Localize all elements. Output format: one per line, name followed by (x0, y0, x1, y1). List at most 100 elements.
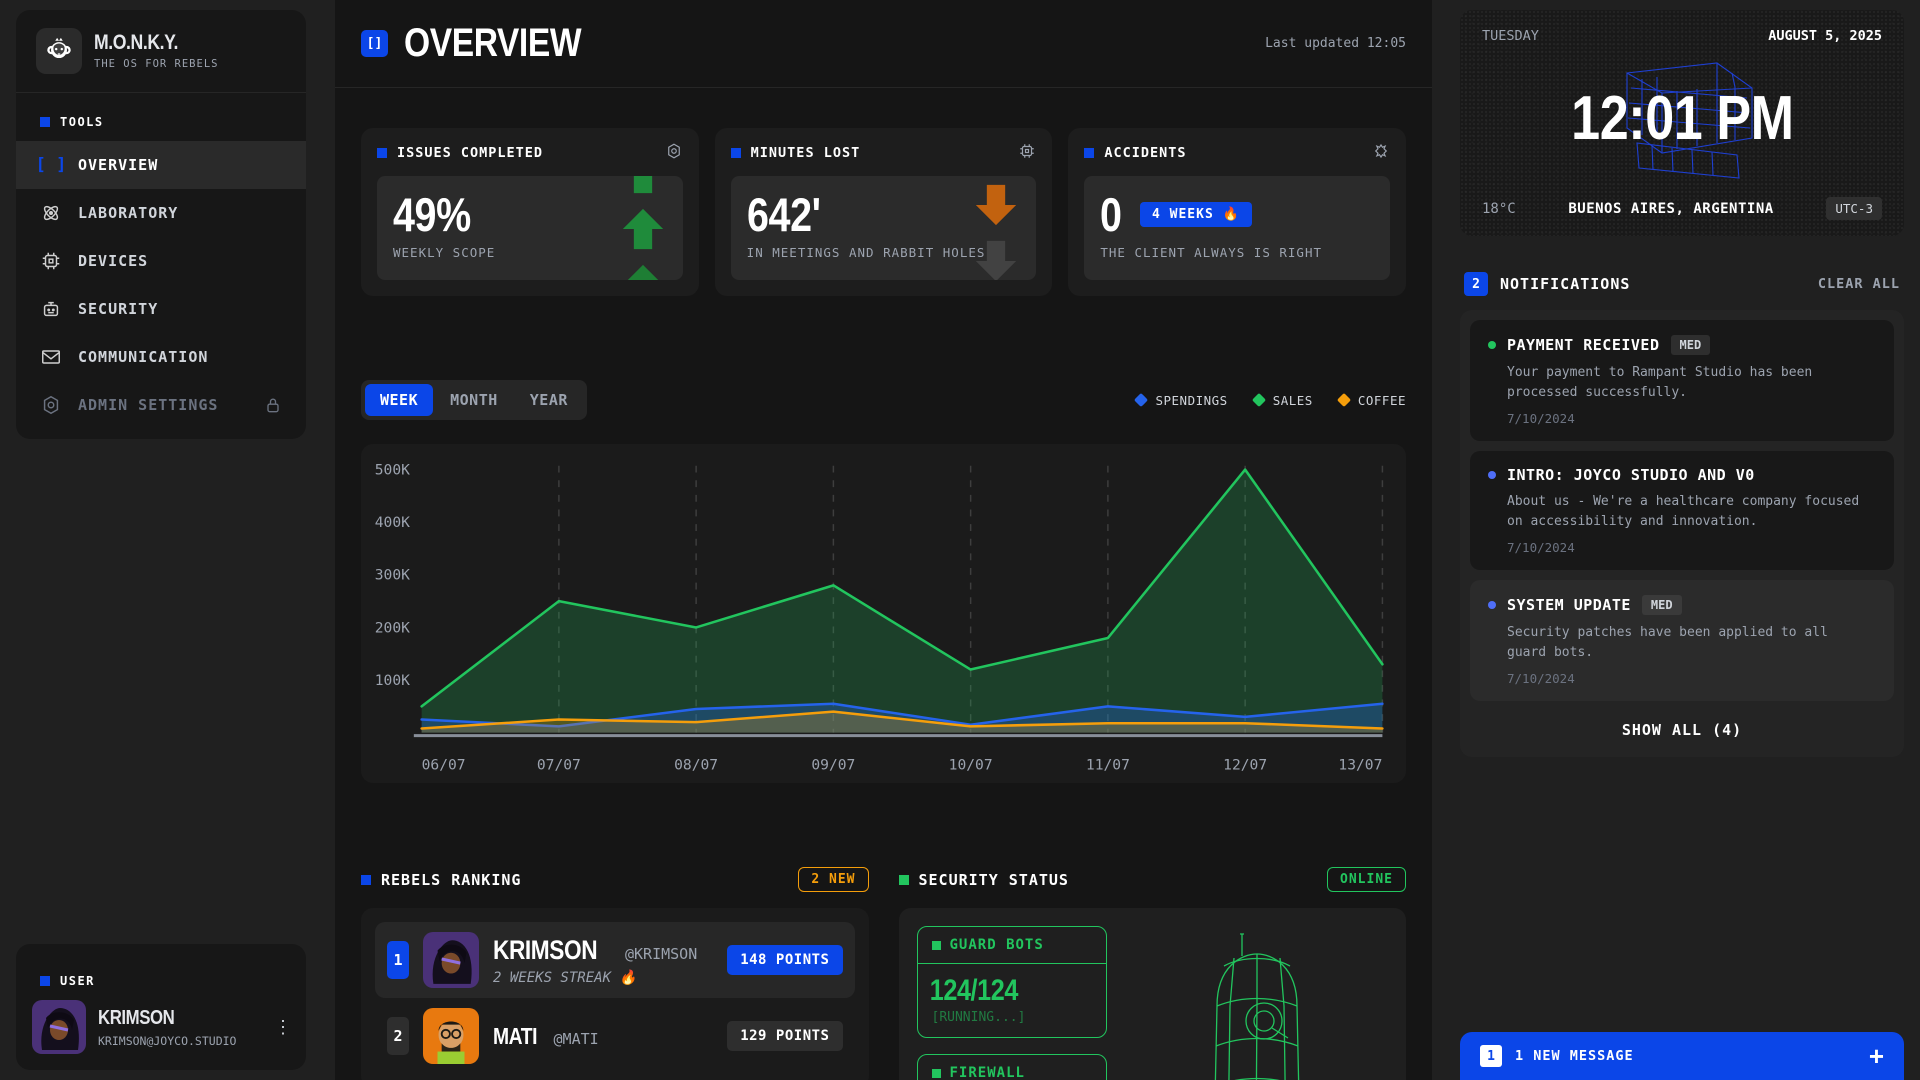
sidebar-item-admin-settings: ADMIN SETTINGS (16, 381, 306, 429)
streak-badge: 4 WEEKS 🔥 (1139, 202, 1252, 228)
blue-square-icon (730, 148, 741, 158)
svg-text:500K: 500K (375, 461, 410, 478)
green-square-icon (931, 940, 941, 950)
svg-text:07/07: 07/07 (537, 757, 581, 774)
status-dot-icon (1488, 471, 1496, 479)
notification-intro[interactable]: INTRO: JOYCO STUDIO AND V0 About us - We… (1470, 451, 1894, 570)
sidebar-item-communication[interactable]: COMMUNICATION (16, 333, 306, 381)
wireframe-cube-illustration (1626, 62, 1753, 179)
svg-text:10/07: 10/07 (949, 757, 993, 774)
sidebar-item-laboratory[interactable]: LABORATORY (16, 189, 306, 237)
ranking-row-1[interactable]: 1 KRIMSON @KRIMSON (375, 922, 855, 999)
sidebar-item-devices[interactable]: DEVICES (16, 237, 306, 285)
right-sidebar: TUESDAY AUGUST 5, 2025 12:01 PM 18°C BUE… (1460, 10, 1904, 1080)
online-badge: ONLINE (1327, 867, 1406, 893)
stat-title: ISSUES COMPLETED (397, 145, 544, 161)
blue-square-icon (1084, 148, 1095, 158)
stat-body: 0 4 WEEKS 🔥 THE CLIENT ALWAYS IS RIGHT (1084, 176, 1391, 280)
stat-card-issues: ISSUES COMPLETED 49% WEEKLY SCOPE (361, 128, 699, 296)
page-title: OVERVIEW (404, 21, 582, 65)
blue-square-icon (361, 874, 371, 885)
message-label: 1 NEW MESSAGE (1515, 1048, 1634, 1064)
svg-text:100K: 100K (375, 672, 410, 689)
notifications-panel: PAYMENT RECEIVED MED Your payment to Ram… (1460, 310, 1904, 757)
green-square-icon (931, 1068, 941, 1078)
robot-wireframe-illustration (1127, 926, 1389, 1080)
firewall-box: FIREWALL (916, 1054, 1107, 1080)
notification-count-badge: 2 (1464, 272, 1488, 296)
left-sidebar: M.O.N.K.Y. THE OS FOR REBELS TOOLS [ ] O… (16, 10, 306, 1070)
burst-icon[interactable] (1372, 142, 1390, 164)
rebel-handle: @KRIMSON (625, 944, 698, 963)
app-tagline: THE OS FOR REBELS (94, 58, 219, 70)
svg-text:08/07: 08/07 (674, 757, 718, 774)
user-email: KRIMSON@JOYCO.STUDIO (98, 1033, 237, 1048)
chip-icon (40, 250, 62, 272)
notification-payment-received[interactable]: PAYMENT RECEIVED MED Your payment to Ram… (1470, 320, 1894, 441)
security-title: SECURITY STATUS (918, 870, 1069, 889)
clear-all-button[interactable]: CLEAR ALL (1817, 276, 1900, 292)
notification-body: Your payment to Rampant Studio has been … (1507, 365, 1813, 400)
svg-text:12/07: 12/07 (1223, 757, 1267, 774)
kebab-menu-icon[interactable]: ⋮ (274, 1016, 292, 1038)
chart-controls: WEEK MONTH YEAR SPENDINGS SALES COFFEE (361, 380, 1406, 420)
chip-icon[interactable] (1018, 142, 1036, 164)
tab-week[interactable]: WEEK (365, 384, 434, 416)
blue-square-icon (377, 148, 387, 158)
user-card: USER KRIMSON KRIMSON@JOYCO.STUDIO ⋮ (16, 944, 306, 1070)
location: BUENOS AIRES, ARGENTINA (1568, 200, 1774, 217)
notification-system-update[interactable]: SYSTEM UPDATE MED Security patches have … (1470, 580, 1894, 701)
brackets-icon: [] (361, 30, 388, 57)
notification-date: 7/10/2024 (1507, 540, 1575, 555)
blue-square-icon (40, 976, 50, 986)
ranking-row-2[interactable]: 2 (375, 998, 855, 1074)
diamond-icon (1134, 392, 1149, 408)
rebel-name: MATI (493, 1022, 538, 1049)
message-count-badge: 1 (1480, 1045, 1502, 1067)
nut-icon (40, 394, 62, 416)
notifications-title: NOTIFICATIONS (1500, 275, 1631, 293)
app-identity: M.O.N.K.Y. THE OS FOR REBELS (94, 32, 218, 70)
stat-card-minutes-lost: MINUTES LOST 642' IN MEETINGS AND RABBIT… (714, 128, 1053, 296)
notification-date: 7/10/2024 (1507, 671, 1575, 686)
stat-title: MINUTES LOST (750, 145, 861, 161)
user-name: KRIMSON (98, 1006, 175, 1029)
notification-date: 7/10/2024 (1507, 411, 1575, 426)
guard-bots-value: 124/124 (929, 974, 1018, 1008)
notifications-header: 2 NOTIFICATIONS CLEAR ALL (1464, 272, 1900, 296)
atom-icon (40, 202, 62, 224)
stat-caption: THE CLIENT ALWAYS IS RIGHT (1100, 245, 1323, 261)
user-section-label: USER (16, 958, 306, 996)
show-all-button[interactable]: SHOW ALL (4) (1621, 721, 1743, 739)
tab-year[interactable]: YEAR (529, 391, 568, 409)
user-row[interactable]: KRIMSON KRIMSON@JOYCO.STUDIO ⋮ (16, 996, 306, 1070)
mail-icon (40, 346, 62, 368)
stat-caption: WEEKLY SCOPE (393, 245, 496, 261)
stat-title: ACCIDENTS (1104, 145, 1187, 161)
ranking-title: REBELS RANKING (381, 870, 522, 889)
nut-icon[interactable] (665, 142, 683, 164)
rebel-name: KRIMSON (493, 934, 598, 965)
sidebar-item-overview[interactable]: [ ] OVERVIEW (16, 141, 306, 189)
points-badge: 129 POINTS (727, 1021, 843, 1052)
diamond-icon (1251, 392, 1266, 408)
svg-text:11/07: 11/07 (1086, 757, 1130, 774)
range-tabs: WEEK MONTH YEAR (361, 380, 587, 420)
app-name: M.O.N.K.Y. (94, 31, 179, 54)
svg-text:400K: 400K (375, 514, 410, 531)
new-message-bar[interactable]: 1 1 NEW MESSAGE + (1460, 1032, 1904, 1080)
legend-coffee: COFFEE (1336, 392, 1406, 408)
brackets-icon: [ ] (35, 155, 67, 175)
monkey-logo-icon (36, 28, 82, 74)
stat-value: 642' (746, 188, 821, 241)
clock-card: TUESDAY AUGUST 5, 2025 12:01 PM 18°C BUE… (1460, 10, 1904, 236)
stat-body: 642' IN MEETINGS AND RABBIT HOLES (730, 176, 1037, 280)
sidebar-item-security[interactable]: SECURITY (16, 285, 306, 333)
avatar (423, 1008, 479, 1065)
tab-month[interactable]: MONTH (450, 391, 498, 409)
nav-card: M.O.N.K.Y. THE OS FOR REBELS TOOLS [ ] O… (16, 10, 306, 439)
chart-canvas: 100K 200K 300K 400K 500K 06/07 07/07 08/07 09/07… (375, 461, 1384, 774)
diamond-icon (1336, 392, 1351, 408)
plus-icon[interactable]: + (1868, 1040, 1884, 1071)
chart-legend: SPENDINGS SALES COFFEE (1134, 392, 1406, 408)
